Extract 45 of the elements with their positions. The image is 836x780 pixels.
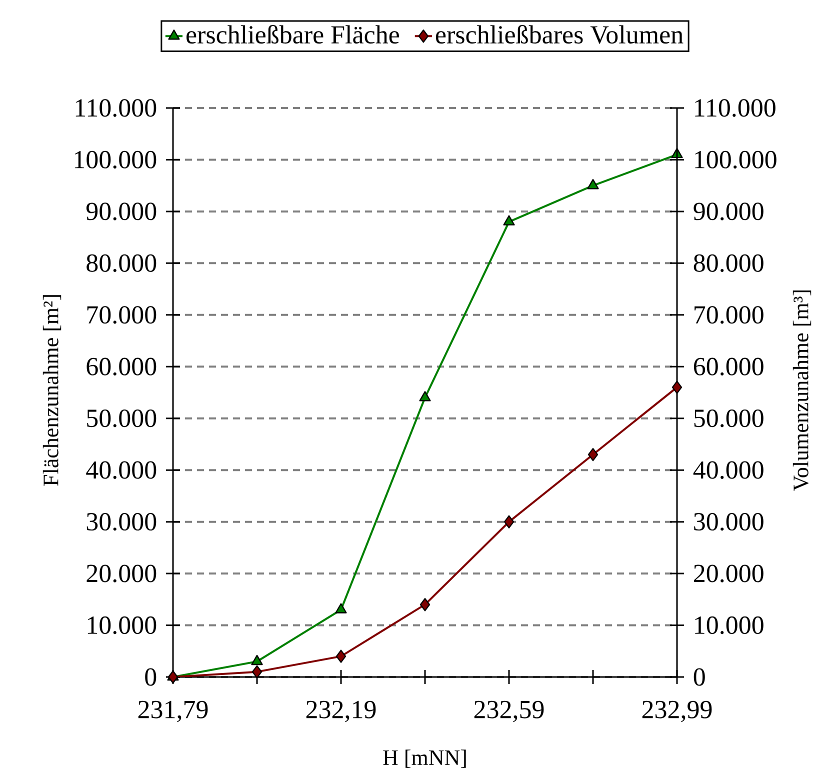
y2-tick-label: 50.000: [694, 410, 764, 428]
y2-tick-label: 20.000: [694, 564, 764, 582]
y-tick-label: 40.000: [86, 461, 156, 479]
point: [335, 603, 347, 614]
y2-tick-label: 30.000: [694, 512, 764, 531]
y2-tick-label: 60.000: [694, 358, 764, 376]
point: [419, 391, 431, 402]
point: [168, 670, 178, 684]
y-tick-label: 0: [145, 668, 156, 686]
y-tick-label: 80.000: [86, 254, 156, 272]
legend-label: erschließbare Fläche: [186, 25, 399, 44]
point: [420, 598, 430, 612]
x-tick-label: 232,19: [306, 700, 376, 722]
y2-tick-label: 0: [694, 668, 705, 686]
y2-axis-title: Volumenzunahme [m³]: [792, 290, 812, 491]
y-tick-label: 60.000: [86, 358, 156, 376]
y2-tick-label: 70.000: [694, 306, 764, 324]
point: [588, 448, 598, 462]
y2-tick-label: 40.000: [693, 461, 764, 479]
legend-label: erschließbares Volumen: [436, 25, 684, 44]
y2-tick-label: 100.000: [695, 150, 776, 169]
y2-tick-label: 110.000: [695, 99, 776, 117]
x-tick-label: 232,59: [474, 700, 544, 722]
point: [672, 380, 682, 394]
point: [336, 650, 346, 663]
y-tick-label: 30.000: [86, 512, 156, 531]
y-axis-title: Flächenzunahme [m²]: [42, 295, 62, 486]
y2-tick-label: 80.000: [694, 254, 764, 272]
y-tick-label: 10.000: [88, 616, 156, 634]
x-tick-label: 232,99: [642, 700, 712, 722]
y-tick-label: 50.000: [87, 410, 156, 428]
point: [587, 178, 599, 190]
y-tick-label: 100.000: [74, 150, 156, 169]
y-tick-label: 70.000: [87, 306, 156, 324]
point: [504, 515, 514, 528]
point: [503, 215, 515, 226]
y-tick-label: 90.000: [86, 202, 156, 220]
y2-tick-label: 10.000: [695, 616, 764, 634]
y-tick-label: 20.000: [86, 564, 156, 582]
point: [252, 665, 262, 678]
point: [251, 654, 263, 666]
y-tick-label: 110.000: [76, 99, 156, 117]
x-axis-title: H [mNN]: [383, 750, 466, 768]
y2-tick-label: 90.000: [694, 202, 764, 220]
x-tick-label: 231,79: [138, 700, 208, 722]
